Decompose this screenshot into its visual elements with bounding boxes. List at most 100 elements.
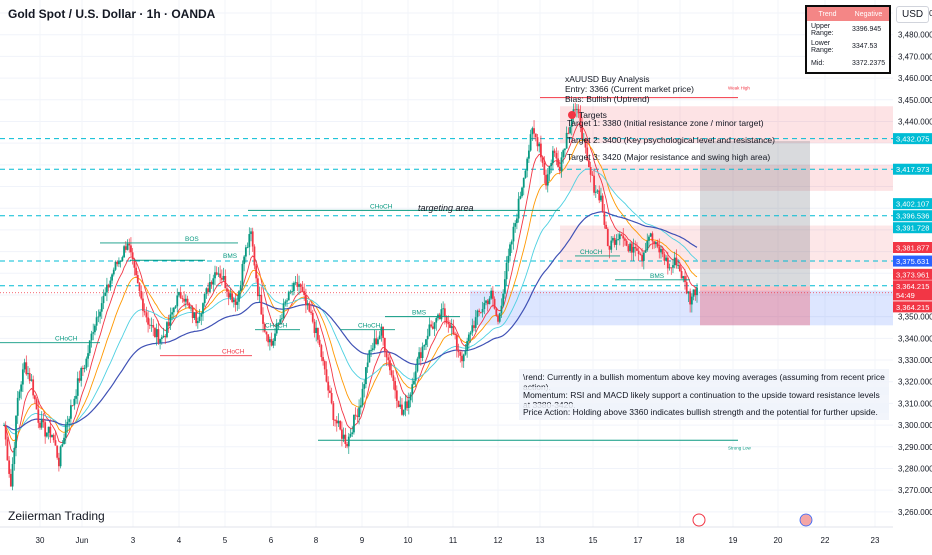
candle-body <box>280 318 283 320</box>
candle-body <box>109 280 112 288</box>
candle-body <box>184 298 187 302</box>
candle-body <box>474 317 477 328</box>
candle-body <box>500 305 503 314</box>
candle-body <box>56 445 59 458</box>
candle-body <box>69 405 72 419</box>
candle-body <box>353 414 355 433</box>
candle-body <box>449 324 451 328</box>
targets-title: Targets <box>568 110 607 120</box>
candle-body <box>63 437 65 445</box>
candle-body <box>370 350 372 351</box>
candle-body <box>118 261 120 265</box>
candle-body <box>512 226 515 242</box>
lightning-icon[interactable] <box>692 513 706 527</box>
candle-body <box>150 325 153 326</box>
candle-body <box>533 128 535 134</box>
candle-body <box>466 341 469 351</box>
candle-body <box>658 246 661 253</box>
y-tick-label: 3,450.000 <box>898 96 932 105</box>
candle-body <box>404 401 407 410</box>
candle-body <box>251 231 254 247</box>
candle-body <box>66 421 69 425</box>
candle-body <box>627 245 630 252</box>
candle-body <box>579 113 582 126</box>
candle-body <box>546 174 549 186</box>
candle-body <box>68 418 71 422</box>
candle-body <box>394 381 396 391</box>
candle-body <box>524 170 527 178</box>
y-tick-label: 3,290.000 <box>898 443 932 452</box>
candle-body <box>531 128 534 135</box>
candle-body <box>124 246 127 250</box>
x-tick-label: 8 <box>314 536 319 545</box>
candle-body <box>569 126 571 134</box>
candle-body <box>502 293 505 306</box>
table-row-value: 3396.945 <box>852 26 882 33</box>
candle-body <box>685 282 688 294</box>
candle-body <box>378 335 381 340</box>
candle-body <box>160 337 163 340</box>
candle-body <box>540 143 542 158</box>
candle-body <box>195 312 198 324</box>
candle-body <box>205 288 208 294</box>
candle-body <box>82 368 84 370</box>
x-tick-label: 6 <box>269 536 274 545</box>
table-row-value: 3372.2375 <box>852 60 886 67</box>
candle-body <box>661 248 664 255</box>
structure-label: BMS <box>650 273 665 280</box>
candle-body <box>106 284 108 293</box>
candle-body <box>593 175 595 193</box>
candle-body <box>550 163 553 167</box>
candle-body <box>431 326 434 329</box>
candle-body <box>634 246 637 249</box>
candle-body <box>485 300 487 303</box>
price-tag-label: 3,432.075 <box>896 135 929 144</box>
flag-icon[interactable] <box>799 513 813 527</box>
candle-body <box>243 256 246 264</box>
candle-body <box>625 240 628 246</box>
candle-body <box>341 429 343 439</box>
candle-body <box>303 291 306 295</box>
candle-body <box>663 254 666 261</box>
candle-body <box>486 300 489 305</box>
candle-body <box>145 312 148 318</box>
candle-body <box>668 267 671 269</box>
candle-body <box>52 434 55 441</box>
price-tag <box>893 222 932 234</box>
x-tick-label: 18 <box>676 536 685 545</box>
candle-body <box>164 335 167 338</box>
strong-low-label: Strong Low <box>728 445 752 450</box>
y-tick-label: 3,350.000 <box>898 313 932 322</box>
candle-body <box>311 312 314 322</box>
candle-body <box>395 390 398 401</box>
zone-resistance-1 <box>560 106 893 144</box>
y-tick-label: 3,330.000 <box>898 356 932 365</box>
candle-body <box>277 322 280 324</box>
price-tag-label: 3,402.107 <box>896 200 929 209</box>
structure-labels: BOS CHoCH CHoCH BMS BMS CHoCH CHoCH CHoCH CHoCH B… <box>0 203 690 357</box>
candle-body <box>27 373 29 375</box>
candle-body <box>344 434 347 445</box>
candle-body <box>361 388 364 406</box>
target-1: Target 1: 3380 (Initial resistance zone … <box>567 118 764 128</box>
price-tag-label: 3,417.973 <box>896 165 929 174</box>
candle-body <box>244 247 247 257</box>
candle-body <box>207 288 210 292</box>
candle-body <box>385 351 388 358</box>
candle-body <box>409 394 412 401</box>
candle-body <box>653 241 656 244</box>
candle-body <box>11 464 14 487</box>
currency-button[interactable]: USD <box>896 6 930 23</box>
candle-body <box>406 401 409 408</box>
structure-label: CHoCH <box>265 323 288 330</box>
analysis-line: xAUUSD Buy Analysis <box>565 74 650 84</box>
candle-body <box>231 293 234 302</box>
candle-body <box>322 357 324 362</box>
candle-body <box>605 224 607 229</box>
candle-body <box>234 299 237 305</box>
candle-body <box>40 419 43 428</box>
time-axis: 30 Jun 3 4 5 6 8 9 10 11 12 13 15 17 18 19 20 22 23 <box>0 513 893 545</box>
candle-body <box>268 339 271 343</box>
candle-body <box>250 231 252 235</box>
